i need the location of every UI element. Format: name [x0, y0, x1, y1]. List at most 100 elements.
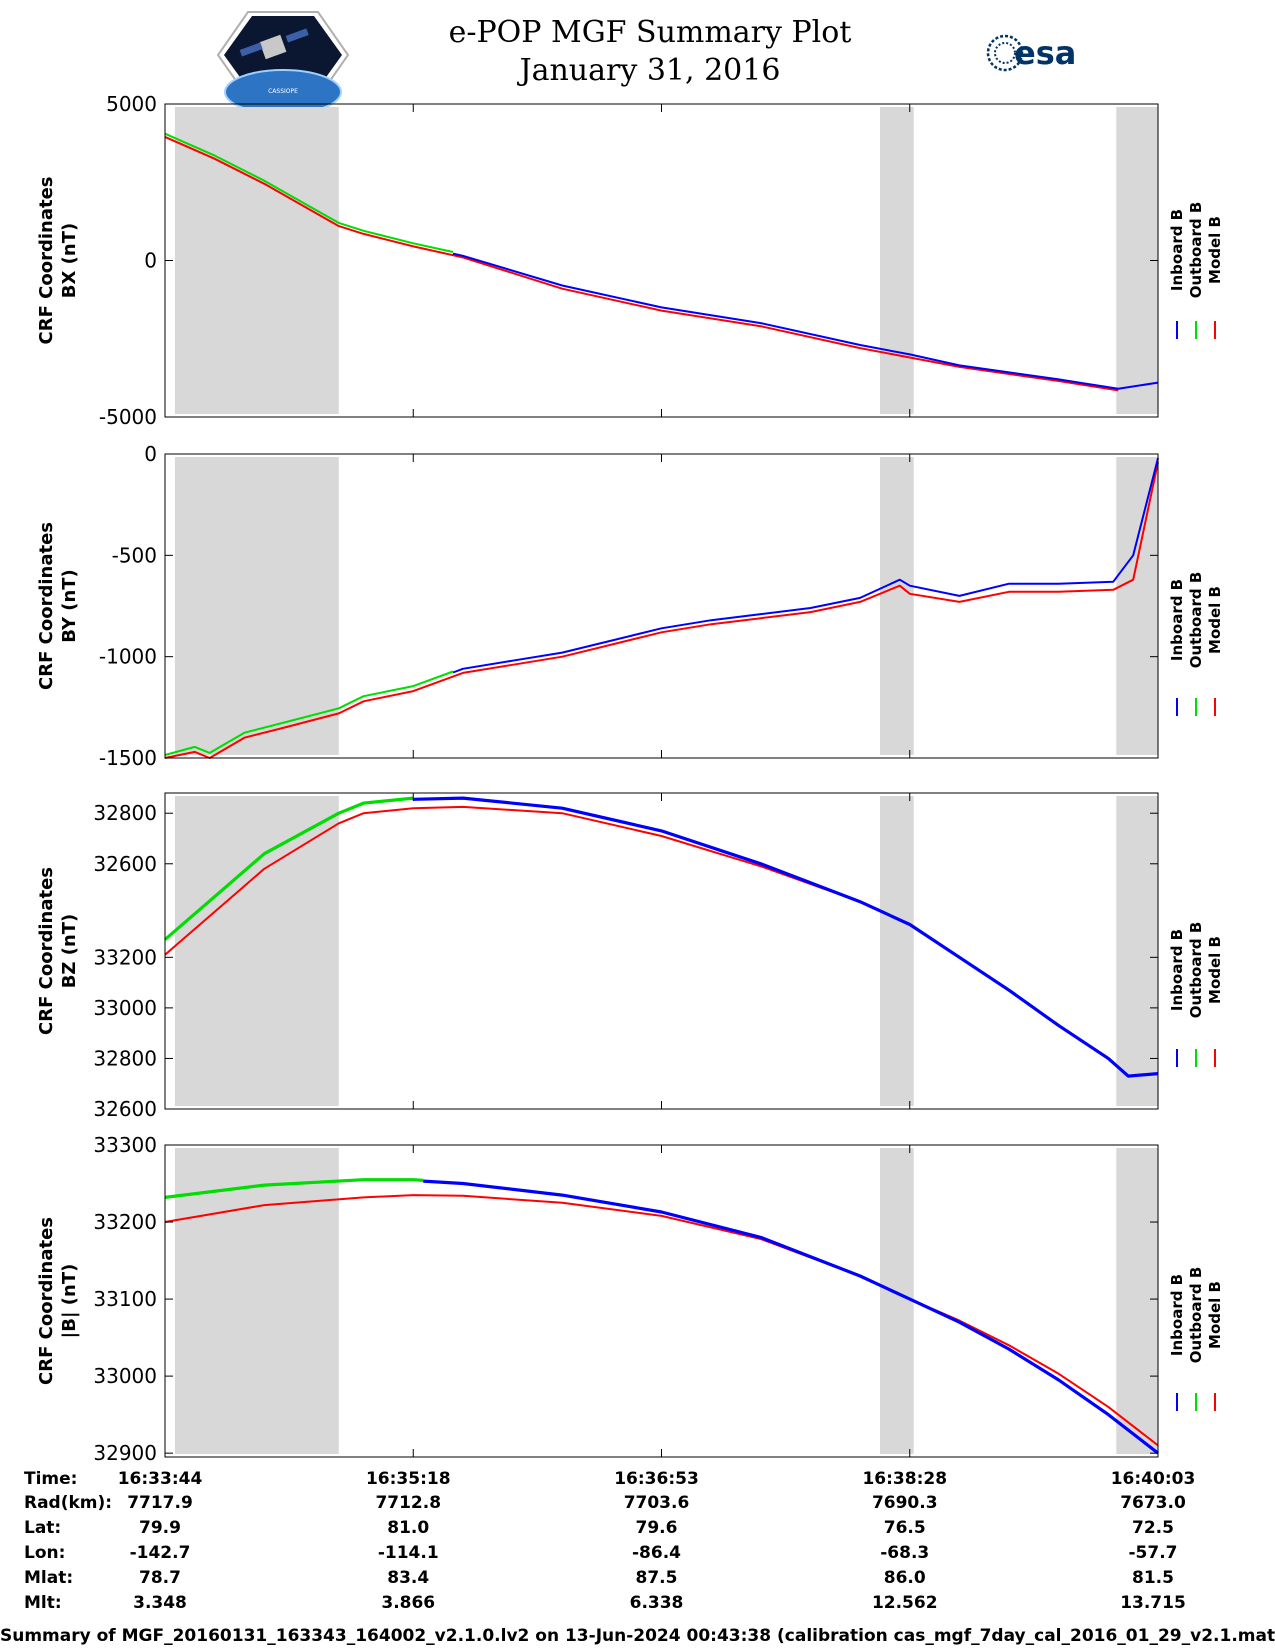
y-tick-label: 33000 — [93, 1364, 157, 1388]
ephemeris-value: 7717.9 — [127, 1493, 193, 1513]
series-inboard-b — [452, 252, 1159, 390]
y-axis-label-line-1: CRF Coordinates — [36, 1217, 57, 1385]
ephemeris-value: 72.5 — [1132, 1518, 1174, 1538]
series-outboard-b — [163, 796, 414, 941]
shaded-region — [1116, 796, 1158, 1106]
ephemeris-value: 3.348 — [133, 1593, 187, 1613]
legend-entry: Outboard B — [1187, 1267, 1205, 1364]
esa-logo: esa — [986, 34, 1076, 72]
shaded-region — [174, 107, 339, 414]
ephemeris-value: 81.5 — [1132, 1568, 1174, 1588]
y-tick-label: 33200 — [93, 945, 157, 969]
ephemeris-value: 79.6 — [636, 1518, 678, 1538]
ephemeris-value: 7703.6 — [624, 1493, 690, 1513]
ephemeris-value: 3.866 — [381, 1593, 435, 1613]
y-axis-label-line-2: |B| (nT) — [59, 1264, 80, 1339]
ephemeris-value: -142.7 — [130, 1543, 191, 1563]
ephemeris-label: Mlt: — [24, 1593, 62, 1613]
series-outboard-b — [164, 1178, 424, 1199]
y-tick-label: 33200 — [93, 1210, 157, 1234]
ephemeris-value: 83.4 — [387, 1568, 429, 1588]
svg-text:CASSIOPE: CASSIOPE — [268, 88, 298, 95]
ephemeris-value: 7673.0 — [1120, 1493, 1186, 1513]
y-tick-label: 32900 — [93, 1441, 157, 1465]
footer-summary: Summary of MGF_20160131_163343_164002_v2… — [0, 1626, 1275, 1646]
legend-entry: Inboard B — [1168, 209, 1186, 291]
shaded-region — [879, 457, 914, 755]
shaded-region — [1116, 457, 1158, 755]
legend-entry: Inboard B — [1168, 579, 1186, 661]
y-tick-label: 5000 — [106, 92, 157, 116]
ephemeris-value: 81.0 — [387, 1518, 429, 1538]
y-axis-label-line-1: CRF Coordinates — [36, 177, 57, 345]
ephemeris-value: -68.3 — [880, 1543, 929, 1563]
ephemeris-value: 16:35:18 — [366, 1469, 451, 1489]
title-line-1: e-POP MGF Summary Plot — [448, 15, 852, 50]
y-tick-label: 0 — [144, 442, 157, 466]
shaded-region — [1116, 1148, 1158, 1454]
y-tick-label: 33100 — [93, 1287, 157, 1311]
legend-entry: Model B — [1206, 1281, 1224, 1349]
series-inboard-b — [452, 457, 1159, 674]
y-tick-label: -5000 — [99, 405, 157, 429]
panel-4: 33300 33200 33100 33000 32900 CRF Coordinates… — [36, 1133, 1224, 1465]
y-tick-label: 32600 — [93, 852, 157, 876]
legend-entry: Outboard B — [1187, 922, 1205, 1019]
legend-entry: Inboard B — [1168, 929, 1186, 1011]
y-axis-label: CRF Coordinates BY (nT) — [36, 522, 80, 690]
shaded-region — [174, 796, 339, 1106]
series-model-b — [164, 461, 1159, 759]
ephemeris-value: 76.5 — [884, 1518, 926, 1538]
ephemeris-value: 16:40:03 — [1111, 1469, 1196, 1489]
panel-1: 5000 0 -5000 CRF Coordinates BX (nT) Inboard … — [36, 92, 1224, 429]
shaded-region — [174, 1148, 339, 1454]
y-axis-label-line-2: BZ (nT) — [59, 914, 80, 989]
series-inboard-b — [423, 1179, 1159, 1455]
ephemeris-value: 7690.3 — [872, 1493, 938, 1513]
legend-entry: Model B — [1206, 936, 1224, 1004]
ephemeris-value: 7712.8 — [375, 1493, 441, 1513]
legend-entry: Outboard B — [1187, 202, 1205, 299]
ephemeris-value: -114.1 — [378, 1543, 439, 1563]
ephemeris-value: 6.338 — [630, 1593, 684, 1613]
series-inboard-b — [413, 796, 1159, 1078]
ephemeris-value: 86.0 — [884, 1568, 926, 1588]
ephemeris-label: Mlat: — [24, 1568, 73, 1588]
title-line-2: January 31, 2016 — [519, 53, 781, 88]
shaded-region — [879, 1148, 914, 1454]
ephemeris-label: Lon: — [24, 1543, 65, 1563]
legend-entry: Model B — [1206, 216, 1224, 284]
series-model-b — [164, 135, 1119, 392]
y-tick-label: -1000 — [99, 645, 157, 669]
ephemeris-label: Rad(km): — [24, 1493, 112, 1513]
ephemeris-value: 87.5 — [636, 1568, 678, 1588]
ephemeris-label: Lat: — [24, 1518, 61, 1538]
ephemeris-value: -57.7 — [1129, 1543, 1178, 1563]
y-tick-label: 0 — [144, 249, 157, 273]
casiope-satellite-logo: CASSIOPE — [216, 11, 350, 115]
y-tick-label: 32800 — [93, 801, 157, 825]
shaded-region — [879, 796, 914, 1106]
ephemeris-label: Time: — [24, 1469, 77, 1489]
y-axis-label: CRF Coordinates |B| (nT) — [36, 1217, 80, 1385]
ephemeris-value: 12.562 — [872, 1593, 938, 1613]
legend-entry: Outboard B — [1187, 572, 1205, 669]
y-tick-label: 32800 — [93, 1046, 157, 1070]
y-axis-label: CRF Coordinates BX (nT) — [36, 177, 80, 345]
chart-title: e-POP MGF Summary Plot January 31, 2016 — [360, 14, 940, 90]
panel-2: 0 -500 -1000 -1500 CRF Coordinates BY (nT) Inb… — [36, 442, 1224, 770]
y-tick-label: -500 — [112, 543, 157, 567]
ephemeris-value: 79.9 — [139, 1518, 181, 1538]
series-outboard-b — [164, 670, 454, 756]
shaded-region — [879, 107, 914, 414]
y-tick-label: 32600 — [93, 1097, 157, 1121]
y-axis-label-line-2: BX (nT) — [59, 223, 80, 298]
y-axis-label-line-2: BY (nT) — [59, 569, 80, 643]
y-axis-label-line-1: CRF Coordinates — [36, 867, 57, 1035]
ephemeris-value: 16:38:28 — [862, 1469, 947, 1489]
panel-3: 32800 32600 33200 33000 32800 32600 CRF Coordi… — [36, 792, 1224, 1121]
y-axis-label: CRF Coordinates BZ (nT) — [36, 867, 80, 1035]
ephemeris-value: 78.7 — [139, 1568, 181, 1588]
ephemeris-value: -86.4 — [632, 1543, 681, 1563]
